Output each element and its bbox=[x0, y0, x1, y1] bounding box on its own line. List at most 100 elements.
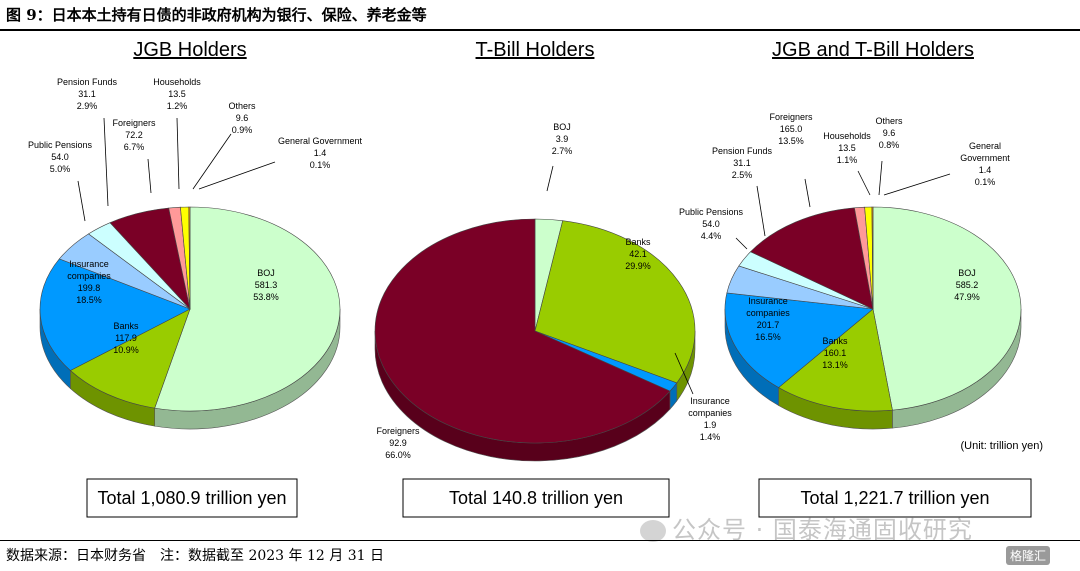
slice-name: Pension Funds bbox=[57, 77, 118, 87]
slice-label-others: Others 9.6 0.9% bbox=[228, 101, 256, 135]
pie-slice-boj bbox=[872, 206, 1022, 411]
slice-value: 585.2 bbox=[956, 280, 979, 290]
slice-label-others: Others 9.6 0.8% bbox=[875, 116, 903, 150]
slice-value: 54.0 bbox=[51, 152, 69, 162]
slice-name: Households bbox=[153, 77, 201, 87]
leader-line bbox=[103, 117, 109, 207]
pie-slice-banks bbox=[778, 308, 893, 412]
slice-name-line: companies bbox=[67, 271, 111, 281]
slice-label-general-government: General Government 1.4 0.1% bbox=[278, 136, 363, 170]
leader-line bbox=[147, 158, 152, 194]
slice-percent: 10.9% bbox=[113, 345, 139, 355]
leader-line bbox=[674, 352, 694, 395]
slice-percent: 0.8% bbox=[879, 140, 900, 150]
slice-name-line: Insurance bbox=[69, 259, 109, 269]
figure-title: 图 9：日本本土持有日债的非政府机构为银行、保险、养老金等 bbox=[6, 6, 427, 24]
pie-slice-banks bbox=[69, 308, 191, 409]
pie-charts: BOJ 581.3 53.8% Banks 117.9 10.9% Insurance com… bbox=[28, 39, 1043, 518]
leader-line bbox=[198, 161, 276, 190]
slice-name: Households bbox=[823, 131, 871, 141]
slice-name-line: companies bbox=[746, 308, 790, 318]
slice-percent: 6.7% bbox=[124, 142, 145, 152]
source-note: 数据来源：日本财务省 注：数据截至 2023 年 12 月 31 日 bbox=[6, 548, 384, 564]
slice-percent: 13.5% bbox=[778, 136, 804, 146]
watermark: 公众号 · 国泰海通固收研究 bbox=[640, 510, 973, 545]
leader-line bbox=[804, 178, 811, 208]
site-logo: 格隆汇 bbox=[1006, 546, 1051, 565]
slice-label-banks: Banks 160.1 13.1% bbox=[822, 336, 848, 370]
slice-percent: 1.1% bbox=[837, 155, 858, 165]
slice-label-foreigners: Foreigners 92.9 66.0% bbox=[376, 426, 420, 460]
slice-value: 199.8 bbox=[78, 283, 101, 293]
slice-label-pension-funds: Pension Funds 31.1 2.9% bbox=[57, 77, 118, 111]
slice-name: Others bbox=[228, 101, 256, 111]
total-label: Total 1,221.7 trillion yen bbox=[800, 488, 989, 508]
watermark-text: 公众号 · 国泰海通固收研究 bbox=[672, 516, 973, 544]
slice-name: Public Pensions bbox=[679, 207, 744, 217]
slice-percent: 2.7% bbox=[552, 146, 573, 156]
slice-value: 13.5 bbox=[168, 89, 186, 99]
slice-percent: 13.1% bbox=[822, 360, 848, 370]
slice-name-line: Government bbox=[960, 153, 1010, 163]
slice-name-line: Insurance bbox=[690, 396, 730, 406]
slice-label-insurance-companies: Insurance companies 1.9 1.4% bbox=[688, 396, 732, 442]
slice-label-boj: BOJ 3.9 2.7% bbox=[552, 122, 573, 156]
slice-value: 42.1 bbox=[629, 249, 647, 259]
slice-percent: 2.5% bbox=[732, 170, 753, 180]
slice-label-households: Households 13.5 1.1% bbox=[823, 131, 871, 165]
slice-percent: 0.1% bbox=[975, 177, 996, 187]
slice-percent: 1.4% bbox=[700, 432, 721, 442]
pie-slice-insurance-companies bbox=[724, 292, 874, 388]
slice-value: 1.4 bbox=[314, 148, 327, 158]
leader-line bbox=[878, 160, 883, 196]
slice-name: General Government bbox=[278, 136, 363, 146]
pie-slice-general-government bbox=[188, 206, 191, 310]
leader-line bbox=[857, 170, 871, 196]
slice-value: 72.2 bbox=[125, 130, 143, 140]
pie-slice-boj bbox=[154, 206, 341, 412]
slice-percent: 47.9% bbox=[954, 292, 980, 302]
slice-value: 165.0 bbox=[780, 124, 803, 134]
slice-percent: 16.5% bbox=[755, 332, 781, 342]
slice-value: 117.9 bbox=[115, 333, 137, 343]
pie-slice-insurance-companies bbox=[39, 258, 191, 371]
slice-name: BOJ bbox=[958, 268, 976, 278]
slice-label-banks: Banks 117.9 10.9% bbox=[113, 321, 139, 355]
slice-value: 1.9 bbox=[704, 420, 717, 430]
slice-value: 201.7 bbox=[757, 320, 780, 330]
unit-note: (Unit: trillion yen) bbox=[960, 440, 1043, 452]
pie-chart-3: BOJ 585.2 47.9% Banks 160.1 13.1% Insurance com… bbox=[679, 112, 1032, 518]
slice-name: Foreigners bbox=[376, 426, 420, 436]
slice-value: 581.3 bbox=[255, 280, 278, 290]
slice-percent: 29.9% bbox=[625, 261, 651, 271]
slice-name: Banks bbox=[822, 336, 848, 346]
slice-value: 54.0 bbox=[702, 219, 720, 229]
leader-line bbox=[77, 180, 86, 222]
total-box bbox=[758, 478, 1032, 518]
chart-title: T-Bill Holders bbox=[476, 39, 595, 61]
slice-percent: 0.9% bbox=[232, 125, 253, 135]
slice-label-public-pensions: Public Pensions 54.0 5.0% bbox=[28, 140, 93, 174]
slice-name: Banks bbox=[113, 321, 139, 331]
total-box bbox=[402, 478, 670, 518]
bottom-rule bbox=[0, 540, 1080, 541]
slice-label-foreigners: Foreigners 72.2 6.7% bbox=[112, 118, 156, 152]
slice-percent: 2.9% bbox=[77, 101, 98, 111]
total-label: Total 140.8 trillion yen bbox=[449, 488, 623, 508]
slice-name: BOJ bbox=[553, 122, 571, 132]
slice-label-pension-funds: Pension Funds 31.1 2.5% bbox=[712, 146, 773, 180]
total-label: Total 1,080.9 trillion yen bbox=[97, 488, 286, 508]
slice-label-public-pensions: Public Pensions 54.0 4.4% bbox=[679, 207, 744, 241]
slice-name: Others bbox=[875, 116, 903, 126]
top-rule bbox=[0, 29, 1080, 31]
slice-value: 1.4 bbox=[979, 165, 992, 175]
slice-label-banks: Banks 42.1 29.9% bbox=[625, 237, 651, 271]
slice-percent: 1.2% bbox=[167, 101, 188, 111]
pie-chart-2: BOJ 3.9 2.7% Banks 42.1 29.9% Insurance compani… bbox=[374, 122, 732, 518]
slice-value: 9.6 bbox=[883, 128, 896, 138]
slice-value: 13.5 bbox=[838, 143, 856, 153]
slice-name: Pension Funds bbox=[712, 146, 773, 156]
pie-slice-general-government bbox=[871, 206, 874, 310]
slice-percent: 0.1% bbox=[310, 160, 331, 170]
slice-name: Public Pensions bbox=[28, 140, 93, 150]
